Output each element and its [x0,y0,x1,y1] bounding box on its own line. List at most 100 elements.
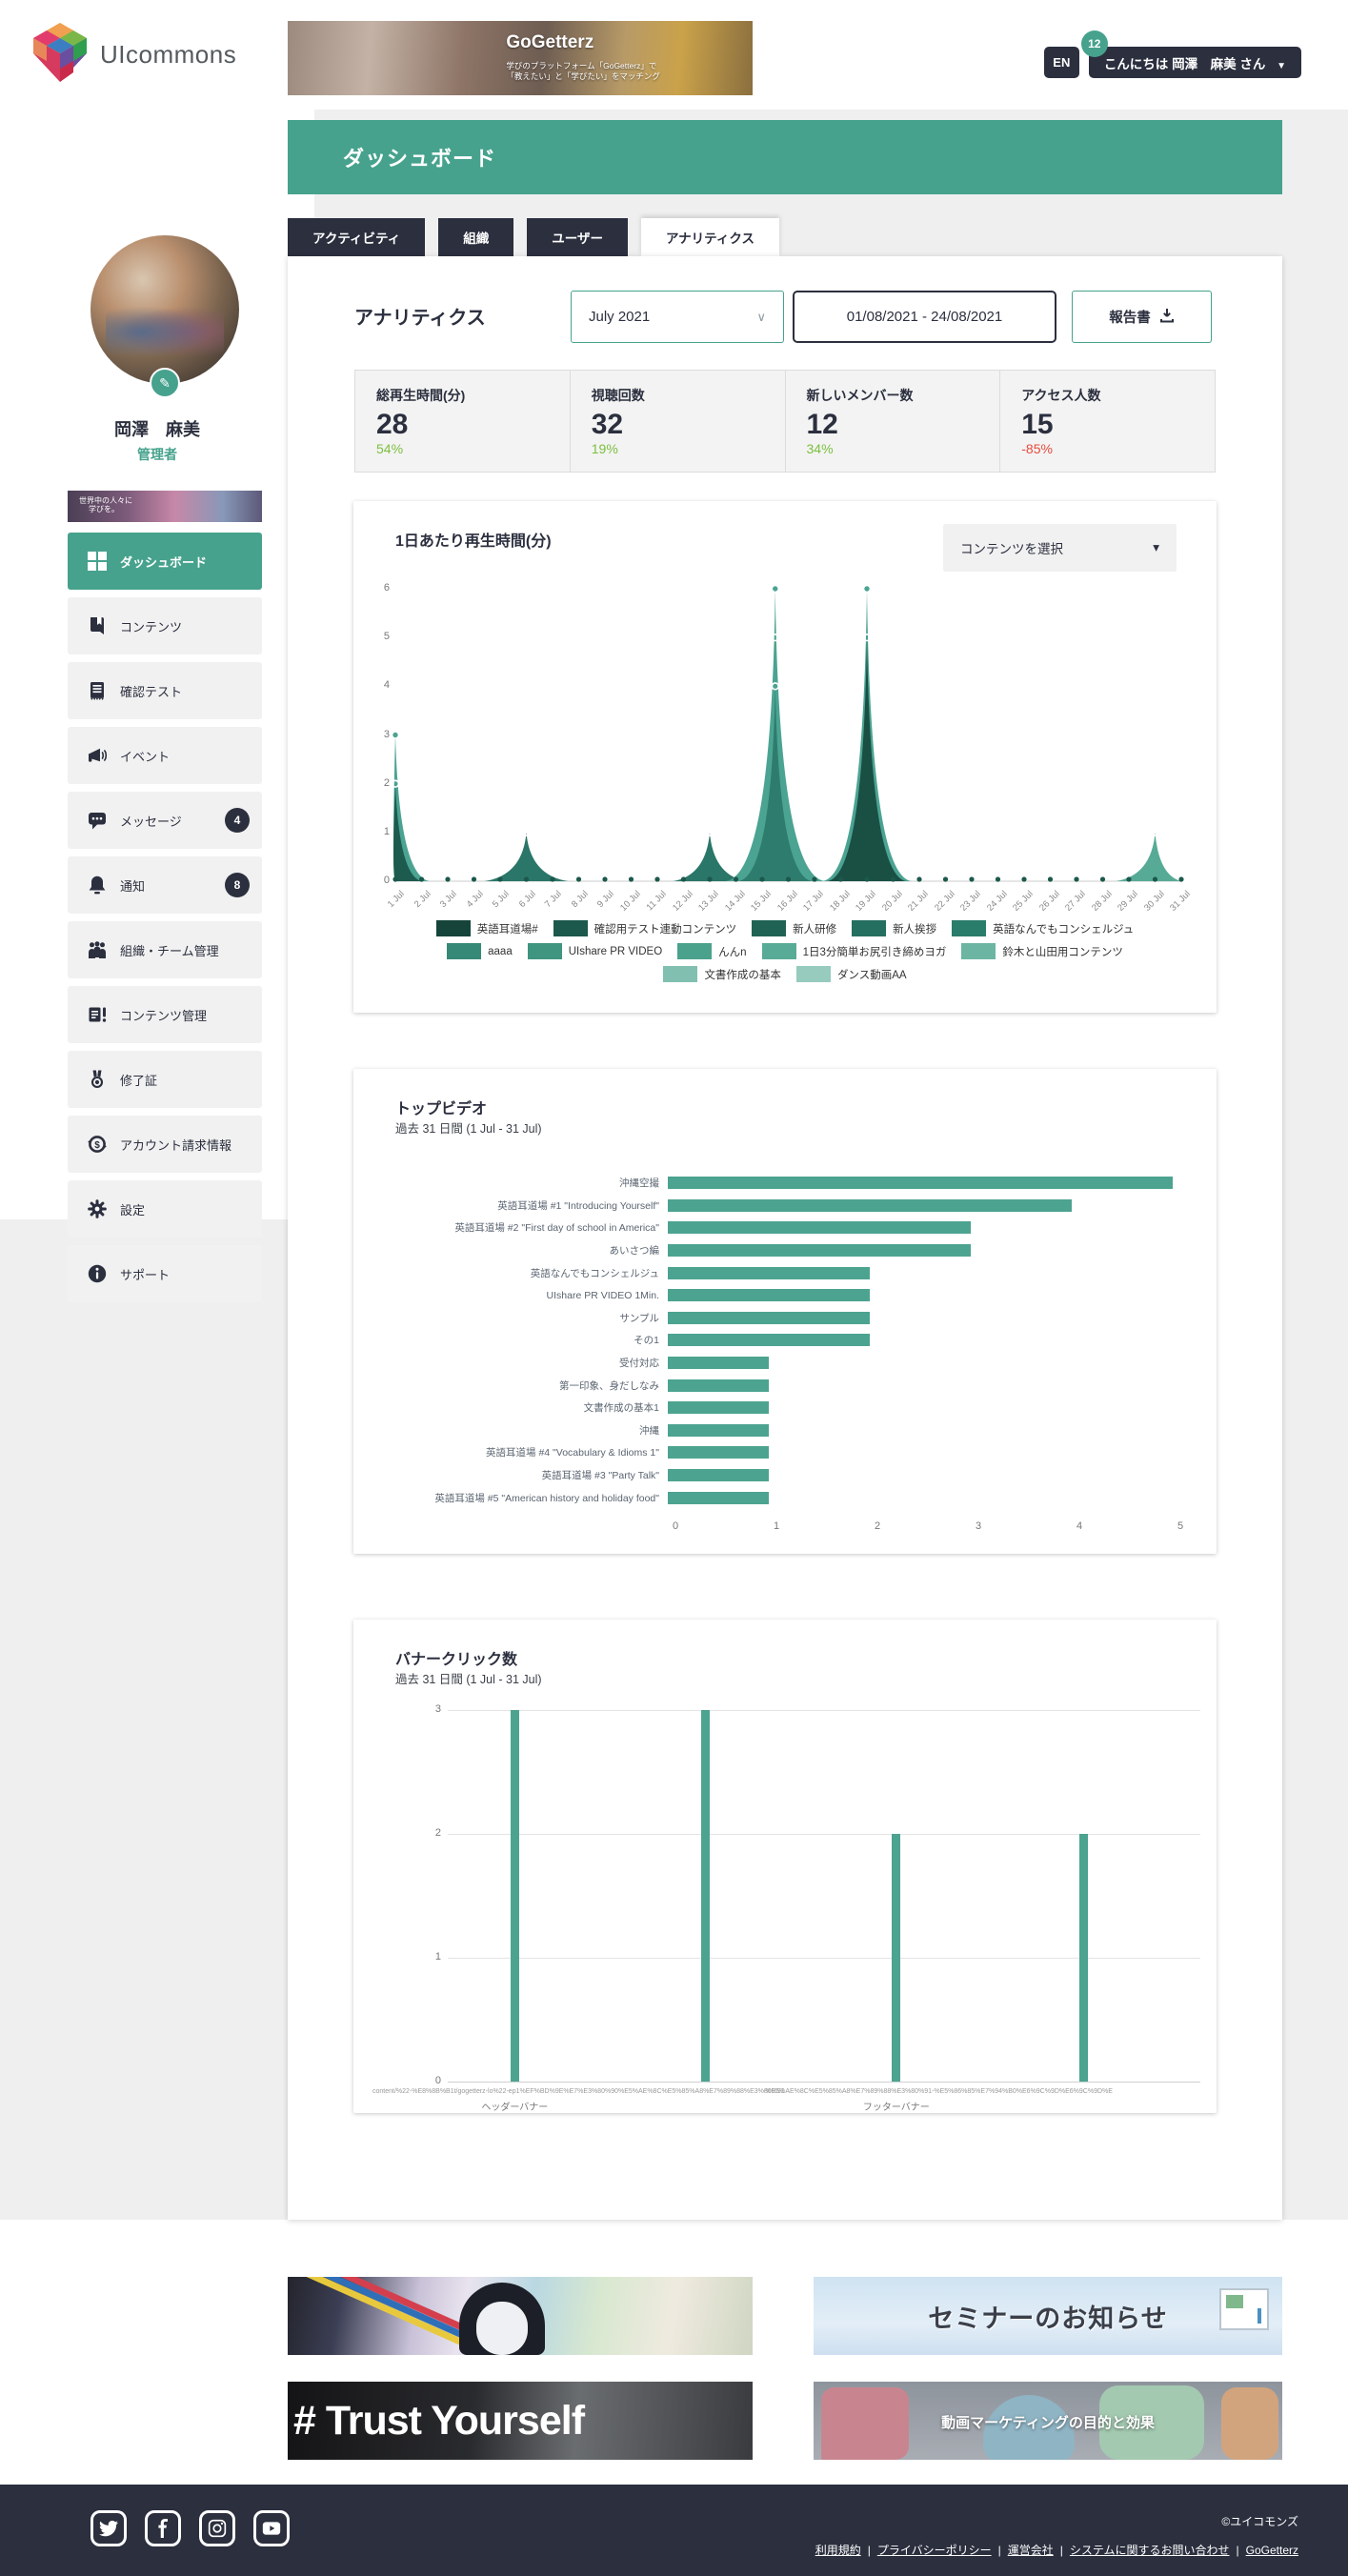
legend-swatch [435,920,471,936]
sidebar-mini-banner[interactable]: 世界中の人々に 学びを。 [68,491,262,522]
sidebar-badge: 4 [225,808,250,833]
sidebar-item-7[interactable]: コンテンツ管理 [68,986,262,1043]
report-download-button[interactable]: 報告書 [1072,291,1212,343]
sidebar-item-6[interactable]: 組織・チーム管理 [68,921,262,978]
footer: ©ユイコモンズ 利用規約 | プライバシーポリシー | 運営会社 | システムに関するお問い… [0,2485,1348,2576]
x-axis-tick: 17 Jul [801,889,826,914]
top-video-row: 第一印象、身だしなみ [372,1374,1197,1397]
info-icon [87,1263,108,1284]
top-video-label: 沖縄空撮 [619,1177,659,1190]
billing-icon: $ [87,1134,108,1155]
greeting-text: こんにちは 岡澤 麻美 さん [1103,56,1266,71]
banner-click-bar [700,1710,710,2082]
footer-link-0[interactable]: 利用規約 [815,2544,861,2557]
report-button-label: 報告書 [1109,311,1151,326]
top-video-label: 英語耳道場 #4 "Vocabulary & Idioms 1" [486,1447,659,1459]
stat-value: 15 [1021,409,1054,440]
sidebar-item-2[interactable]: 確認テスト [68,662,262,719]
banner-group-label: ヘッダーバナー [481,2103,549,2113]
ad-banner-seminar[interactable]: セミナーのお知らせ [814,2277,1282,2355]
x-axis-tick: 12 Jul [670,889,695,914]
stat-card-2: 新しいメンバー数 12 34% [786,371,1001,472]
legend-label: 英語なんでもコンシェルジュ [993,923,1135,936]
stats-row: 総再生時間(分) 28 54% 視聴回数 32 19% 新しいメンバー数 12 34% アクセス人… [354,370,1216,473]
stat-value: 12 [806,409,838,440]
top-video-row: UIshare PR VIDEO 1Min. [372,1284,1197,1307]
ad-banner-trust-yourself[interactable]: # Trust Yourself [288,2382,753,2460]
x-axis-tick: 31 Jul [1168,889,1193,914]
top-videos-subtitle: 過去 31 日間 (1 Jul - 31 Jul) [395,1122,542,1136]
youtube-icon[interactable] [253,2510,290,2546]
page-title: ダッシュボード [343,147,497,171]
stat-change: 19% [591,441,618,456]
top-video-row: 文書作成の基本1 [372,1397,1197,1419]
app-logo[interactable]: UIcommons [33,23,236,87]
tab-0[interactable]: アクティビティ [288,218,426,256]
profile-name: 岡澤 麻美 [114,420,200,439]
avatar-edit-button[interactable]: ✎ [150,368,180,398]
promo-banner[interactable]: GoGetterz 学びのプラットフォーム「GoGetterz」で 「教えたい」… [288,21,753,95]
top-videos-title: トップビデオ [395,1101,488,1117]
top-video-row: 受付対応 [372,1352,1197,1375]
x-axis-tick: 7 Jul [542,889,564,910]
period-select[interactable]: July 2021 ∨ [571,291,784,343]
sidebar-item-10[interactable]: 設定 [68,1180,262,1238]
legend-item: 新人研修 [752,920,836,936]
logo-text: UIcommons [100,40,237,69]
top-video-row: 英語耳道場 #2 "First day of school in America… [372,1217,1197,1239]
x-axis-tick: 24 Jul [984,889,1010,914]
x-axis-tick: 29 Jul [1116,889,1140,914]
y-axis-tick: 2 [383,776,390,789]
facebook-icon[interactable] [145,2510,181,2546]
content-select-dropdown[interactable]: コンテンツを選択 ▾ [943,524,1177,572]
footer-link-3[interactable]: システムに関するお問い合わせ [1069,2544,1230,2557]
x-axis-tick: 10 Jul [617,889,643,914]
sidebar-item-5[interactable]: 通知 8 [68,856,262,914]
date-range-input[interactable] [793,291,1056,343]
sidebar-item-11[interactable]: サポート [68,1245,262,1302]
instagram-icon[interactable] [199,2510,235,2546]
y-axis-tick: 6 [383,582,390,594]
sidebar-item-4[interactable]: メッセージ 4 [68,792,262,849]
tab-1[interactable]: 組織 [438,218,514,256]
sidebar-item-1[interactable]: コンテンツ [68,597,262,654]
tab-3[interactable]: アナリティクス [640,218,779,256]
footer-link-2[interactable]: 運営会社 [1007,2544,1054,2557]
x-axis-tick: 1 Jul [385,889,407,910]
gridline [448,1958,1200,1959]
sidebar-item-8[interactable]: 修了証 [68,1051,262,1108]
ad-banner-creative[interactable] [288,2277,753,2355]
x-axis-tick: 4 Jul [464,889,486,910]
top-video-row: 英語なんでもコンシェルジュ [372,1261,1197,1284]
x-axis-url-label: -%E5%AE%8C%E5%85%A8%E7%89%88%E3%80%91-%E… [763,2088,1113,2095]
sidebar-item-label: 通知 [120,878,146,894]
x-axis-tick: 13 Jul [696,889,721,914]
legend-item: ダンス動画AA [795,966,907,982]
user-menu-button[interactable]: 12 こんにちは 岡澤 麻美 さん ▼ [1080,30,1301,78]
legend-label: 鈴木と山田用コンテンツ [1002,946,1123,958]
tab-2[interactable]: ユーザー [527,218,628,256]
language-button[interactable]: EN [1043,47,1079,78]
x-axis-url-label: content/%22-%E8%8B%B1t/gogetterz-lo%22-e… [372,2088,785,2095]
footer-links: 利用規約 | プライバシーポリシー | 運営会社 | システムに関するお問い合わせ | GoGe… [815,2544,1298,2557]
x-axis-tick: 30 Jul [1141,889,1167,914]
sidebar-item-label: 組織・チーム管理 [120,943,219,958]
sidebar-item-0[interactable]: ダッシュボード [68,533,262,590]
top-header: UIcommons GoGetterz 学びのプラットフォーム「GoGetter… [0,0,1348,110]
sidebar-item-9[interactable]: $ アカウント請求情報 [68,1116,262,1173]
sidebar-item-3[interactable]: イベント [68,727,262,784]
top-video-bar [668,1423,769,1437]
top-video-row: 英語耳道場 #4 "Vocabulary & Idioms 1" [372,1441,1197,1464]
twitter-icon[interactable] [91,2510,127,2546]
x-axis-tick: 18 Jul [827,889,853,914]
legend-label: ダンス動画AA [836,969,907,981]
legend-swatch [663,966,698,982]
x-axis-tick: 28 Jul [1089,889,1115,914]
footer-link-4[interactable]: GoGetterz [1245,2544,1298,2557]
stat-card-0: 総再生時間(分) 28 54% [355,371,571,472]
footer-link-1[interactable]: プライバシーポリシー [876,2544,992,2557]
top-video-bar [668,1266,870,1279]
stat-change: 34% [806,441,834,456]
ad-banner-video-marketing[interactable]: 動画マーケティングの目的と効果 [814,2382,1282,2460]
stat-label: 視聴回数 [591,388,645,403]
